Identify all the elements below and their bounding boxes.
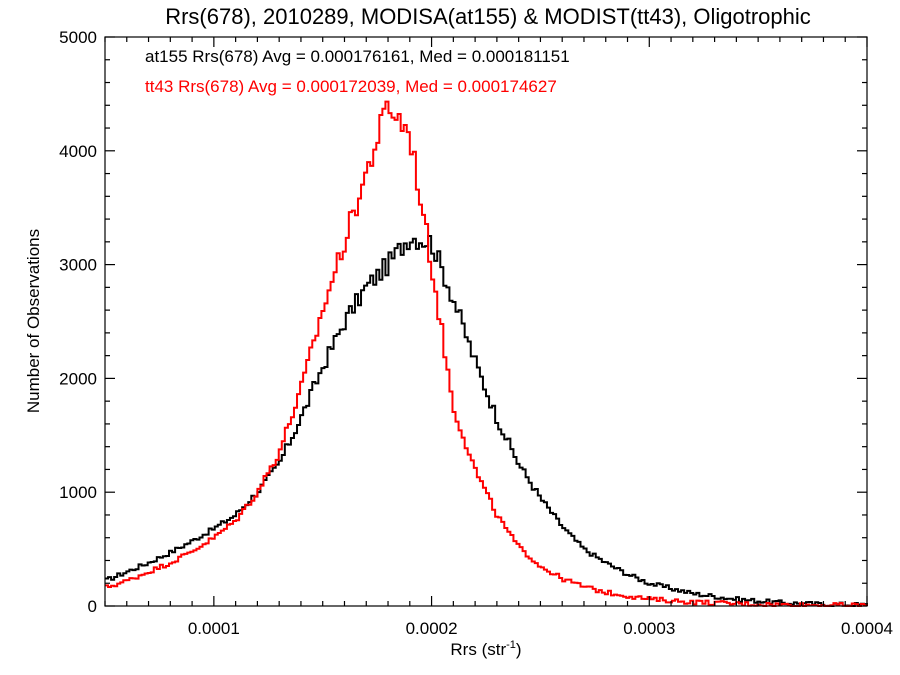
y-axis-ticks: 0 1000 2000 3000 4000 5000 [59, 28, 867, 616]
annotation-at155: at155 Rrs(678) Avg = 0.000176161, Med = … [145, 47, 570, 66]
series-line-1 [105, 235, 868, 607]
x-axis-label: Rrs (str-1) [450, 639, 521, 659]
x-tick-label: 0.0003 [623, 619, 675, 638]
y-tick-label: 3000 [59, 256, 97, 275]
x-axis-label-superscript: -1 [506, 639, 516, 651]
series-line-2 [105, 100, 868, 607]
x-tick-label: 0.0002 [406, 619, 458, 638]
y-tick-label: 5000 [59, 28, 97, 47]
annotation-tt43: tt43 Rrs(678) Avg = 0.000172039, Med = 0… [145, 77, 557, 96]
chart-title: Rrs(678), 2010289, MODISA(at155) & MODIS… [165, 4, 811, 29]
x-tick-label: 0.0004 [841, 619, 893, 638]
y-tick-label: 4000 [59, 142, 97, 161]
y-tick-label: 0 [88, 597, 97, 616]
y-tick-label: 2000 [59, 369, 97, 388]
x-axis-label-close: ) [516, 640, 522, 659]
x-axis-ticks: 0.0001 0.0002 0.0003 0.0004 [104, 37, 893, 638]
plot-frame [104, 36, 868, 607]
x-axis-label-main: Rrs (str [450, 640, 506, 659]
series-layer [105, 100, 868, 607]
y-axis-label: Number of Observations [24, 229, 43, 413]
y-tick-label: 1000 [59, 483, 97, 502]
x-tick-label: 0.0001 [188, 619, 240, 638]
